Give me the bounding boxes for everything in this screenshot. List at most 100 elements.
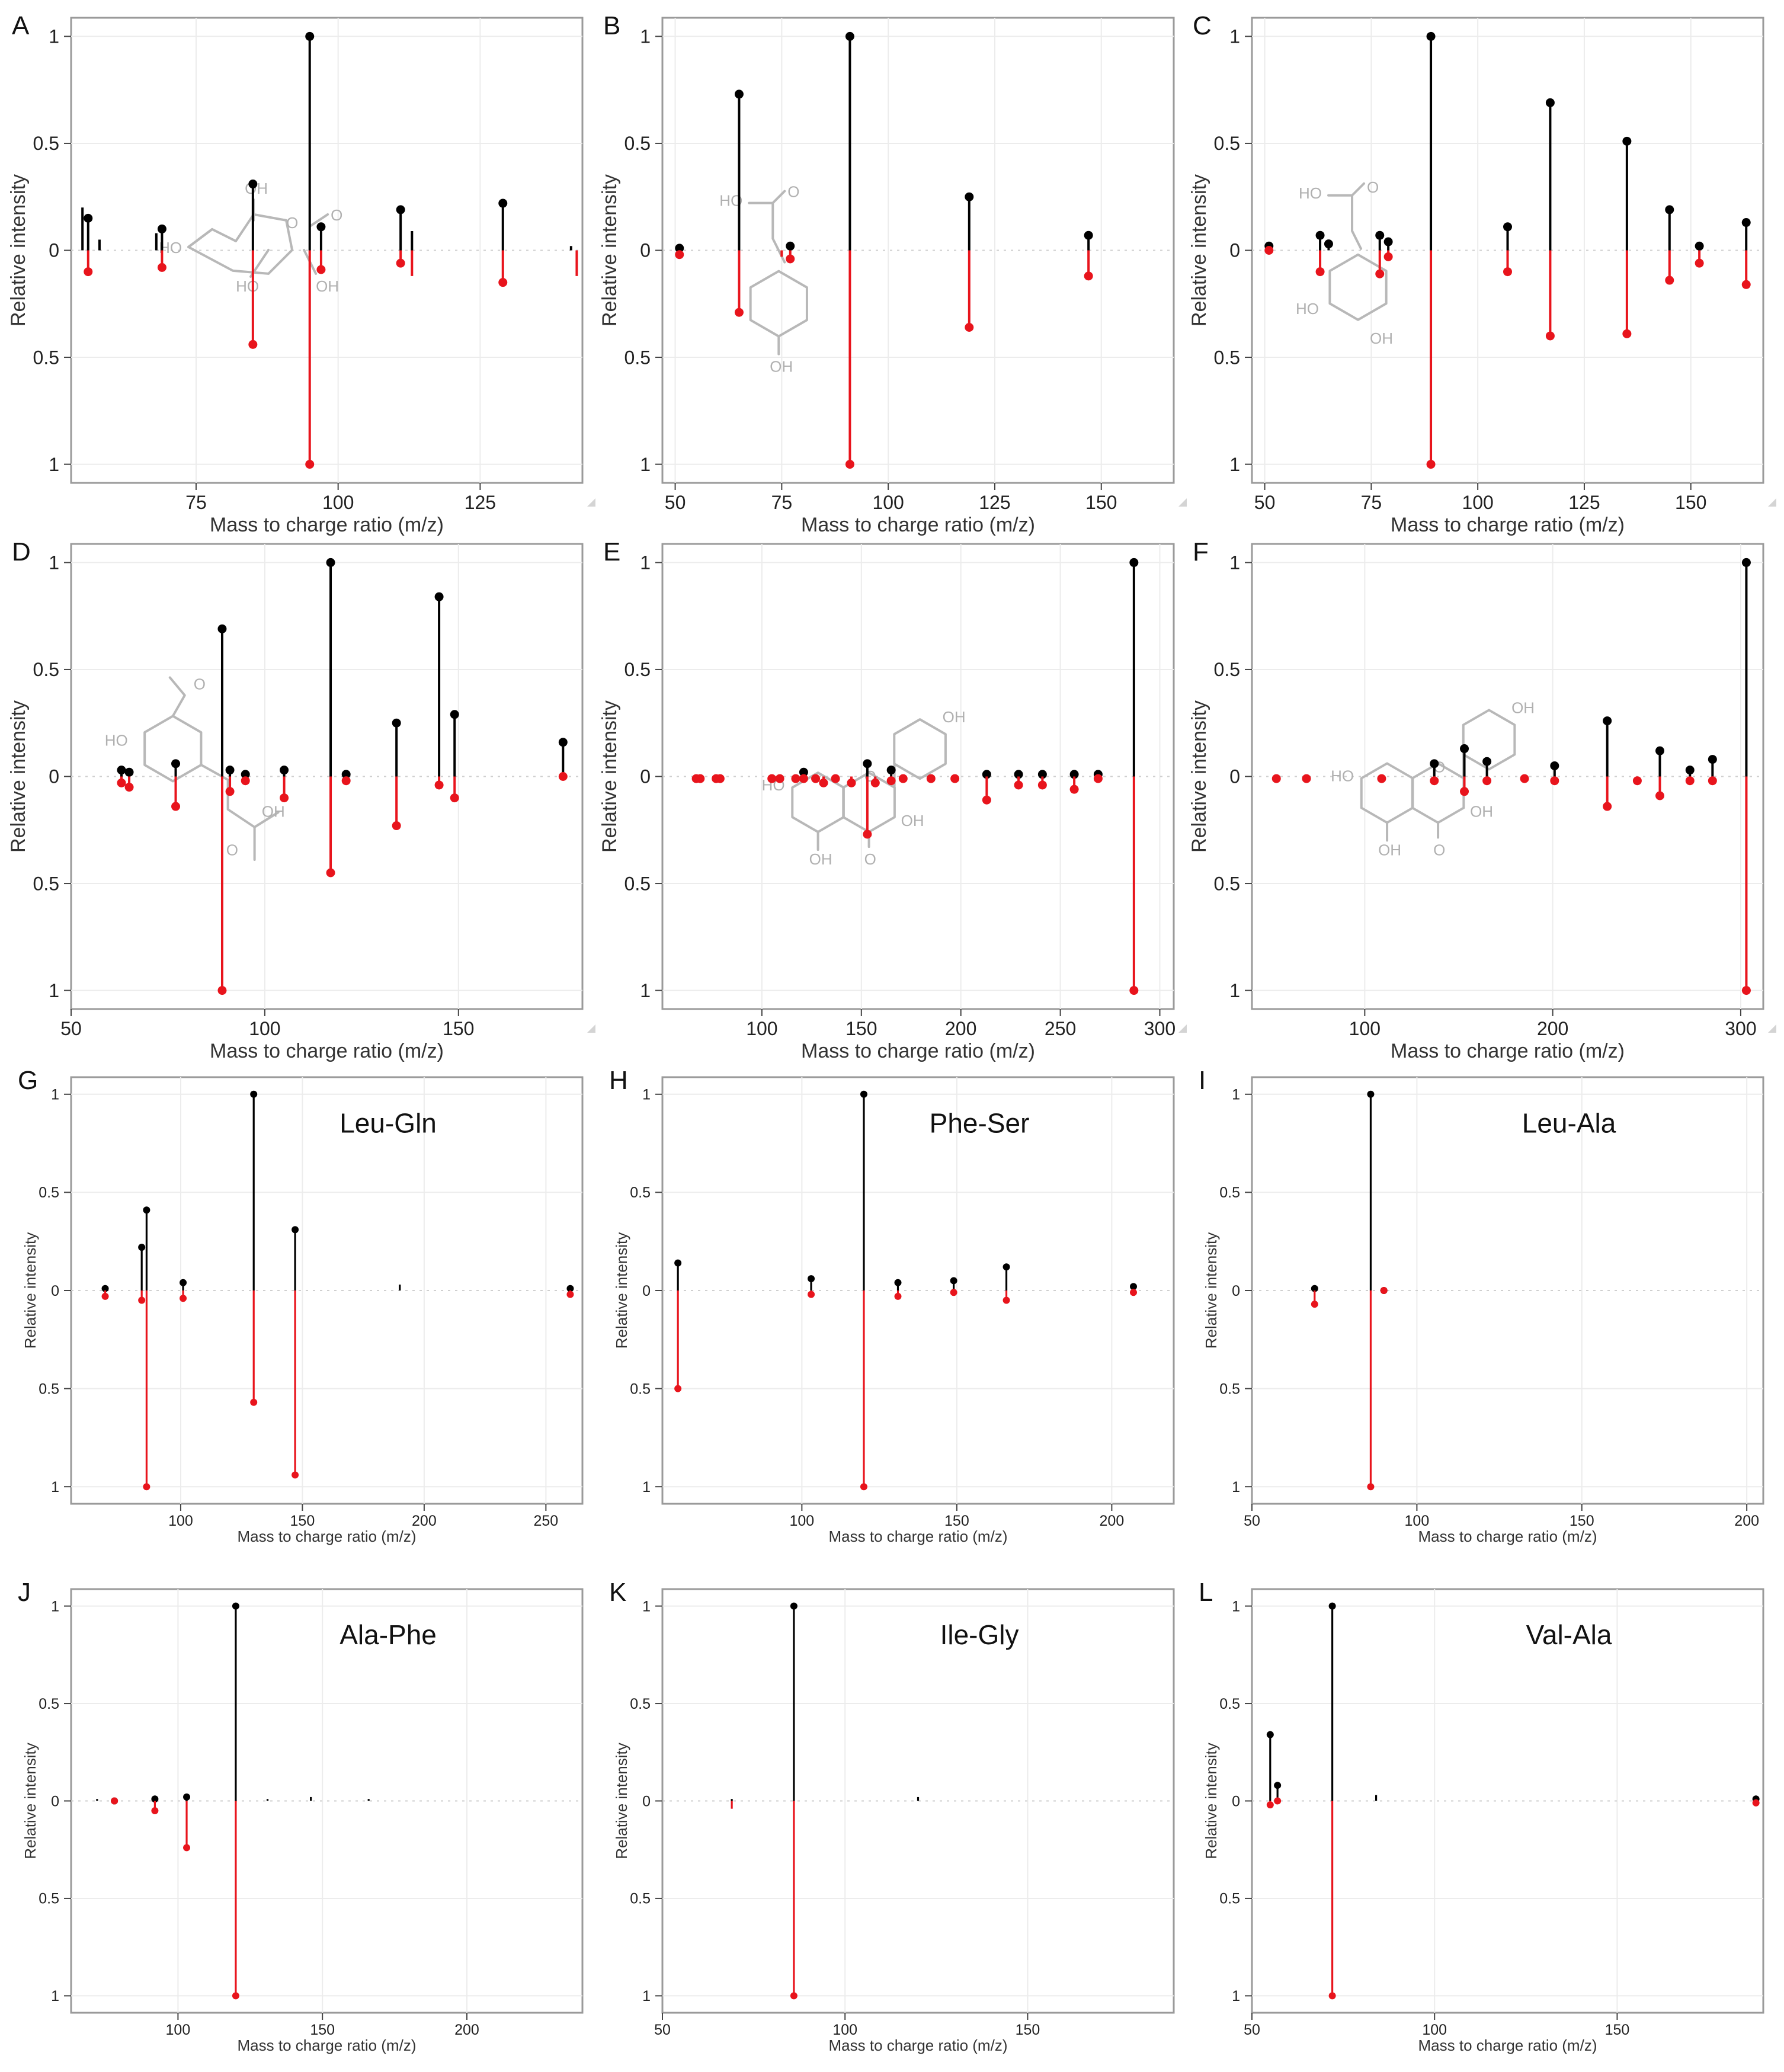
x-tick-label: 50 — [1254, 492, 1276, 513]
y-tick-label: 1 — [1229, 26, 1240, 47]
library-peak-marker — [566, 1285, 574, 1292]
library-peak-marker — [674, 1259, 682, 1267]
compound-title: Phe-Ser — [930, 1108, 1030, 1139]
library-peak-marker — [1324, 239, 1333, 249]
panel-label: H — [609, 1066, 628, 1095]
molecule-label: OH — [943, 708, 966, 726]
y-tick-label: 0.5 — [624, 347, 651, 368]
y-tick-label: 0.5 — [1219, 1184, 1240, 1201]
y-tick-label: 0 — [1229, 766, 1240, 787]
library-peak-marker — [138, 1244, 146, 1251]
panel-label: K — [609, 1578, 626, 1607]
query-peak-marker — [157, 262, 166, 272]
library-peak-marker — [799, 767, 808, 777]
y-axis-label: Relative intensity — [1188, 700, 1210, 853]
y-tick-label: 1 — [49, 26, 59, 47]
query-peak-marker — [341, 776, 351, 786]
x-tick-label: 100 — [872, 492, 904, 513]
molecule-ring — [1328, 253, 1388, 321]
x-tick-label: 200 — [454, 2022, 479, 2038]
molecule-ring — [143, 715, 203, 783]
panel-label: B — [603, 11, 620, 40]
y-tick-label: 0.5 — [33, 873, 59, 894]
x-axis-label: Mass to charge ratio (m/z) — [238, 2036, 417, 2054]
query-peak-marker — [965, 322, 974, 332]
query-peak-marker — [305, 460, 315, 469]
molecule-label: O — [787, 183, 799, 201]
x-axis-label: Mass to charge ratio (m/z) — [1391, 1040, 1625, 1062]
query-peak-marker — [1271, 774, 1281, 783]
query-peak-marker — [1003, 1296, 1010, 1304]
x-tick-label: 150 — [1016, 2022, 1040, 2038]
query-peak-marker — [1708, 776, 1717, 786]
query-peak-marker — [1129, 986, 1139, 995]
query-peak-marker — [1550, 776, 1559, 786]
query-peak-marker — [847, 778, 856, 787]
query-peak-marker — [1752, 1799, 1760, 1807]
library-peak-marker — [292, 1226, 299, 1234]
y-axis-label: Relative intensity — [7, 700, 30, 853]
y-tick-label: 1 — [49, 552, 59, 574]
panel-label: A — [12, 11, 30, 40]
library-peak-marker — [1274, 1782, 1282, 1789]
library-peak-marker — [1741, 218, 1751, 228]
query-peak-marker — [396, 258, 405, 268]
y-tick-label: 0.5 — [1214, 873, 1240, 894]
library-peak-marker — [1482, 757, 1492, 766]
molecule-label: O — [864, 850, 876, 868]
library-peak-marker — [1685, 766, 1695, 775]
library-peak-marker — [1695, 241, 1704, 251]
library-peak-marker — [1655, 746, 1664, 755]
x-axis-label: Mass to charge ratio (m/z) — [1391, 514, 1625, 536]
x-tick-label: 150 — [1605, 2022, 1630, 2038]
query-peak-marker — [1069, 784, 1079, 794]
query-peak-marker — [1380, 1287, 1388, 1294]
y-tick-label: 0.5 — [33, 133, 59, 154]
y-tick-label: 0 — [1229, 240, 1240, 261]
query-peak-marker — [1377, 774, 1386, 783]
compound-title: Leu-Ala — [1522, 1108, 1616, 1139]
panel-label: C — [1193, 11, 1212, 40]
query-peak-marker — [734, 308, 744, 317]
molecule-label: OH — [1378, 841, 1401, 859]
library-peak-marker — [1603, 716, 1612, 726]
query-peak-marker — [950, 774, 960, 783]
query-peak-marker — [950, 1289, 957, 1296]
x-tick-label: 200 — [945, 1018, 976, 1039]
library-peak-marker — [498, 198, 508, 208]
library-peak-marker — [248, 180, 258, 189]
library-peak-marker — [1003, 1263, 1010, 1271]
y-tick-label: 0 — [642, 1793, 651, 1810]
y-axis-label: Relative intensity — [1202, 1743, 1220, 1859]
query-peak-marker — [292, 1471, 299, 1479]
query-peak-marker — [1266, 1801, 1274, 1809]
y-tick-label: 1 — [642, 1479, 651, 1495]
panel-label: D — [12, 537, 31, 566]
query-peak-marker — [117, 778, 126, 787]
y-axis-label: Relative intensity — [598, 700, 621, 853]
y-tick-label: 1 — [51, 1598, 59, 1615]
query-peak-marker — [1430, 776, 1439, 786]
y-axis-label: Relative intensity — [598, 174, 621, 326]
query-peak-marker — [808, 1290, 815, 1298]
query-peak-marker — [180, 1295, 187, 1302]
library-peak-marker — [982, 770, 991, 779]
query-peak-marker — [1014, 780, 1023, 790]
x-tick-label: 50 — [654, 2022, 671, 2038]
resize-corner-icon — [1178, 1024, 1187, 1033]
panel-label: E — [603, 537, 620, 566]
query-peak-marker — [1093, 774, 1103, 783]
x-tick-label: 250 — [533, 1513, 558, 1529]
molecule-label: OH — [316, 277, 339, 295]
library-peak-marker — [1665, 205, 1674, 214]
library-peak-marker — [1550, 761, 1559, 770]
query-peak-marker — [1665, 276, 1674, 285]
query-peak-marker — [767, 774, 777, 783]
library-peak-marker — [151, 1795, 159, 1803]
query-peak-marker — [1037, 780, 1047, 790]
x-tick-label: 100 — [790, 1513, 815, 1529]
